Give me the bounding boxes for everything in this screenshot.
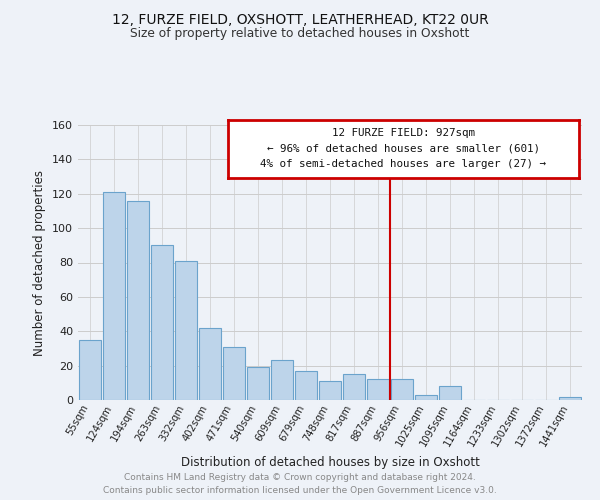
Y-axis label: Number of detached properties: Number of detached properties [34, 170, 46, 356]
Bar [391, 380, 413, 400]
Bar [271, 360, 293, 400]
Bar [127, 200, 149, 400]
Bar [559, 396, 581, 400]
X-axis label: Distribution of detached houses by size in Oxshott: Distribution of detached houses by size … [181, 456, 479, 469]
Bar [295, 371, 317, 400]
Bar [175, 261, 197, 400]
Bar [79, 340, 101, 400]
Bar [367, 380, 389, 400]
Text: Size of property relative to detached houses in Oxshott: Size of property relative to detached ho… [130, 28, 470, 40]
Bar [343, 374, 365, 400]
Bar [415, 395, 437, 400]
Bar [223, 346, 245, 400]
Bar [103, 192, 125, 400]
Text: 12 FURZE FIELD: 927sqm
← 96% of detached houses are smaller (601)
4% of semi-det: 12 FURZE FIELD: 927sqm ← 96% of detached… [260, 128, 547, 170]
Bar [151, 246, 173, 400]
Bar [199, 328, 221, 400]
Text: Contains HM Land Registry data © Crown copyright and database right 2024.
Contai: Contains HM Land Registry data © Crown c… [103, 474, 497, 495]
Bar [247, 368, 269, 400]
Bar [439, 386, 461, 400]
Bar [319, 381, 341, 400]
Text: 12, FURZE FIELD, OXSHOTT, LEATHERHEAD, KT22 0UR: 12, FURZE FIELD, OXSHOTT, LEATHERHEAD, K… [112, 12, 488, 26]
